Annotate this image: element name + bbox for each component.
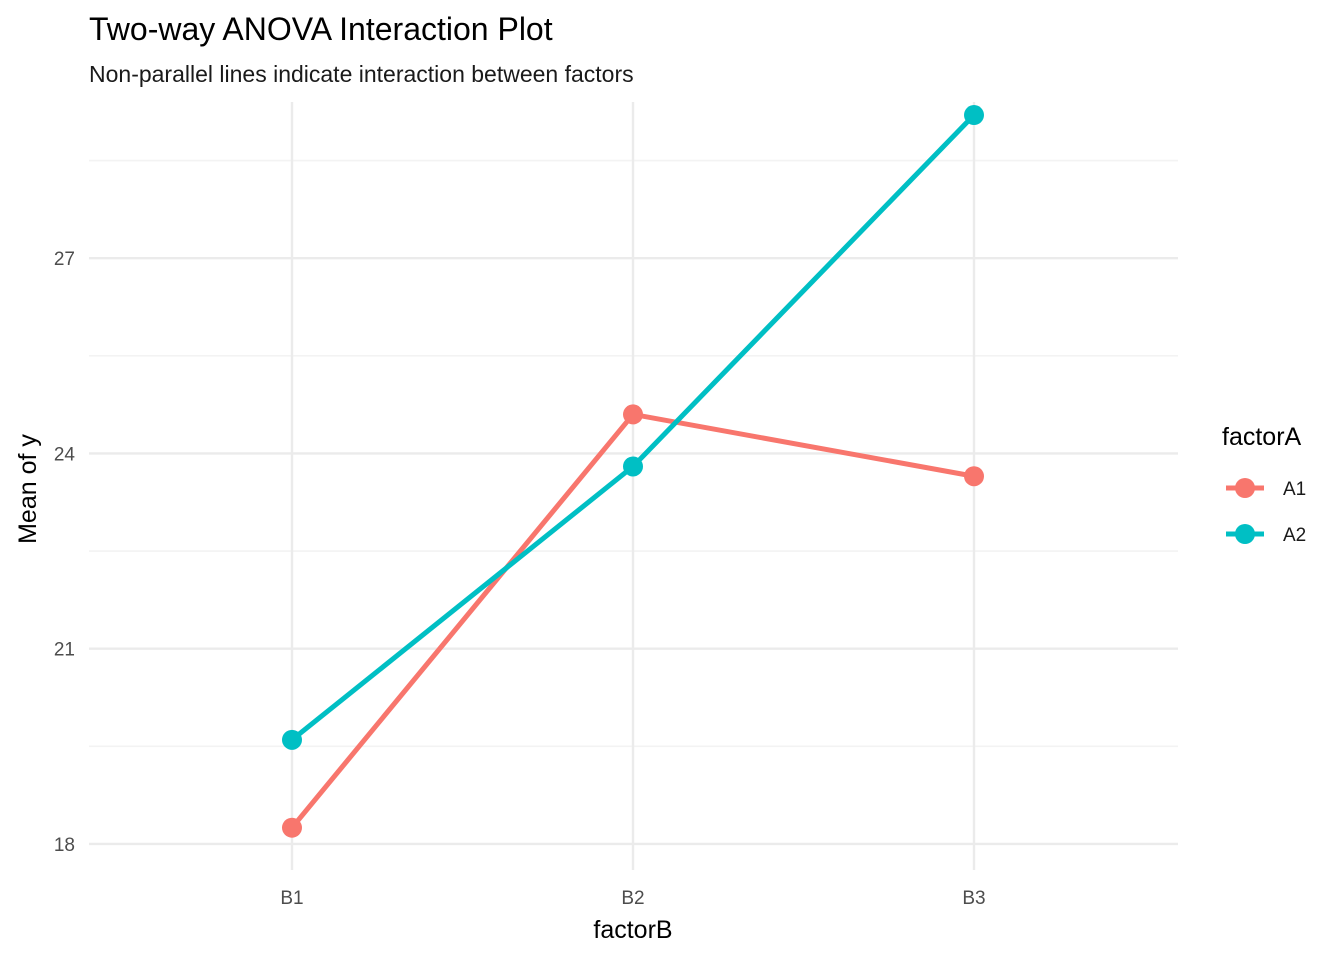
series	[282, 105, 984, 838]
y-axis-title: Mean of y	[14, 434, 42, 544]
y-tick-label: 24	[54, 444, 76, 465]
y-tick-label: 18	[54, 835, 75, 856]
data-point-a2	[623, 456, 643, 477]
data-point-a2	[964, 105, 984, 126]
legend-key-marker	[1235, 478, 1255, 498]
x-axis-ticks: B1 B2 B3	[280, 888, 985, 909]
data-point-a1	[623, 404, 643, 425]
chart-subtitle: Non-parallel lines indicate interaction …	[89, 61, 634, 87]
legend-item-a2: A2	[1226, 524, 1306, 546]
grid	[89, 102, 1178, 870]
x-tick-label: B2	[621, 888, 644, 909]
data-point-a2	[282, 729, 302, 750]
legend-label: A1	[1283, 479, 1306, 500]
x-tick-label: B3	[962, 888, 985, 909]
y-tick-label: 27	[54, 249, 75, 270]
series-a2	[282, 105, 984, 750]
legend-label: A2	[1283, 525, 1306, 546]
legend: factorA A1 A2	[1222, 423, 1306, 546]
x-tick-label: B1	[280, 888, 303, 909]
y-axis-ticks: 18 21 24 27	[54, 249, 76, 856]
chart-title: Two-way ANOVA Interaction Plot	[89, 11, 553, 47]
legend-title: factorA	[1222, 423, 1302, 451]
y-tick-label: 21	[54, 640, 75, 661]
legend-key-marker	[1235, 524, 1255, 544]
data-point-a1	[282, 817, 302, 838]
data-point-a1	[964, 466, 984, 487]
series-a1	[282, 404, 984, 838]
x-axis-title: factorB	[593, 916, 672, 944]
legend-item-a1: A1	[1226, 478, 1306, 500]
